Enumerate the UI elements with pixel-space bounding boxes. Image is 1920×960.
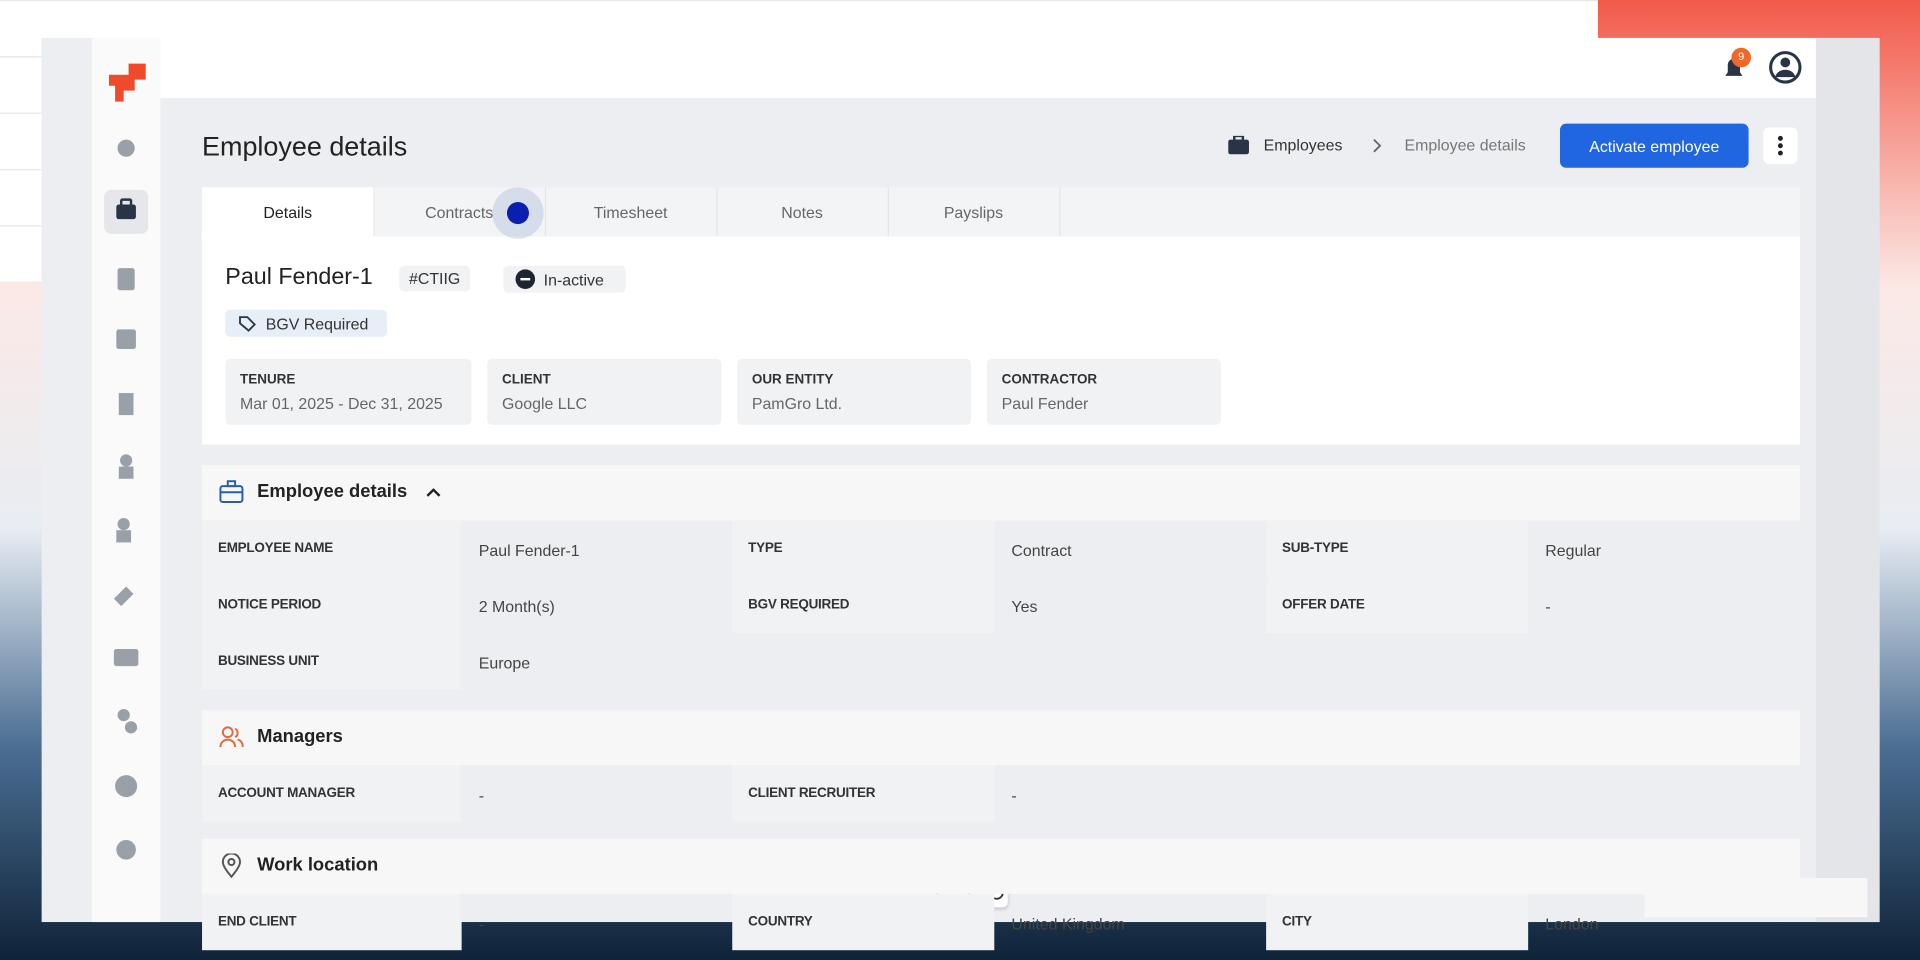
field-label: CITY [1282,914,1312,930]
field-label: END CLIENT [217,914,297,930]
label-cell [732,893,995,951]
page-title: Employee details [202,131,408,162]
field-value: Paul Fender-1 [478,541,580,560]
status-text: In-active [543,270,604,289]
label-cell [202,893,462,951]
card-value: Mar 01, 2025 - Dec 31, 2025 [240,394,443,413]
sidebar-icons [104,63,149,860]
summary-card: CLIENT Google LLC [487,358,722,425]
field-value: Regular [1545,541,1602,560]
field-value: - [1545,597,1551,616]
tab[interactable]: Timesheet [545,187,718,237]
field-value: - [1011,786,1017,805]
field-value: Contract [1011,541,1072,560]
badge [1731,47,1752,68]
top-icons [1725,47,1802,84]
field-label: CLIENT RECRUITER [748,786,876,801]
label-cell [202,520,462,577]
tab[interactable]: Payslips [888,187,1061,237]
field-value: Europe [478,653,531,673]
bgv-tag-text: BGV Required [265,314,369,334]
breadcrumb-icon [1228,135,1249,155]
field-label: OFFER DATE [1282,597,1365,613]
collapse-icon[interactable] [425,485,442,500]
breadcrumb-current: Employee details [1404,135,1526,155]
label-cell [1266,893,1529,951]
field-value: - [478,914,485,934]
label-cell [732,576,995,634]
section-header: Work location [202,838,1801,894]
card-value: Google LLC [502,394,588,413]
more-button[interactable] [1763,127,1798,165]
section-header: Employee details [202,465,1801,521]
field-value: Yes [1011,597,1038,616]
field-label: NOTICE PERIOD [217,597,322,613]
bgv-tag: BGV Required [225,309,387,337]
badge-count: 9 [1738,50,1745,63]
card-label: CLIENT [502,372,551,387]
tab-bar [202,187,1801,237]
card-label: CONTRACTOR [1001,372,1098,387]
label-cell [202,765,462,822]
field-value: United Kingdom [1011,914,1125,934]
summary-card: TENURE Mar 01, 2025 - Dec 31, 2025 [225,358,472,425]
card-value: Paul Fender [1001,394,1089,413]
profile-icon[interactable] [1769,51,1802,84]
field-value: - [478,786,485,805]
summary-card: OUR ENTITY PamGro Ltd. [737,358,972,425]
breadcrumb-link[interactable]: Employees [1263,135,1343,155]
tab[interactable]: Notes [716,187,889,237]
tab[interactable]: Details [202,187,375,237]
activate-button[interactable]: Activate employee [1560,123,1749,168]
field-label: TYPE [748,541,783,556]
section-title: Employee details [257,481,408,503]
section-header: Managers [202,710,1801,766]
summary-card: CONTRACTOR Paul Fender [986,358,1221,425]
section-title: Managers [257,726,343,747]
field-label: BGV REQUIRED [748,597,850,613]
right-strip [1815,37,1880,923]
card-label: TENURE [240,372,296,387]
cursor-indicator [492,187,544,239]
label-cell [1266,576,1529,634]
label-cell [732,765,995,822]
field-value: 2 Month(s) [478,597,555,616]
employee-code: #CTIIG [399,265,471,292]
label-cell [202,576,462,634]
breadcrumb-chevron [1373,138,1382,153]
field-label: EMPLOYEE NAME [217,541,334,556]
label-cell [732,520,995,577]
label-cell [1266,520,1529,577]
card-value: PamGro Ltd. [751,394,843,413]
status-chip: In-active [503,265,626,293]
card-label: OUR ENTITY [751,372,834,387]
field-label: ACCOUNT MANAGER [217,786,355,801]
sidebar [91,37,161,923]
field-value: London [1545,914,1599,934]
employee-name: Paul Fender-1 [225,264,373,291]
field-label: COUNTRY [748,914,813,930]
tab[interactable]: Contracts [373,187,547,237]
field-label: BUSINESS UNIT [217,653,319,669]
section-title: Work location [257,854,379,876]
top-bar [160,37,1816,98]
field-label: SUB-TYPE [1282,541,1349,556]
label-cell [202,633,462,690]
